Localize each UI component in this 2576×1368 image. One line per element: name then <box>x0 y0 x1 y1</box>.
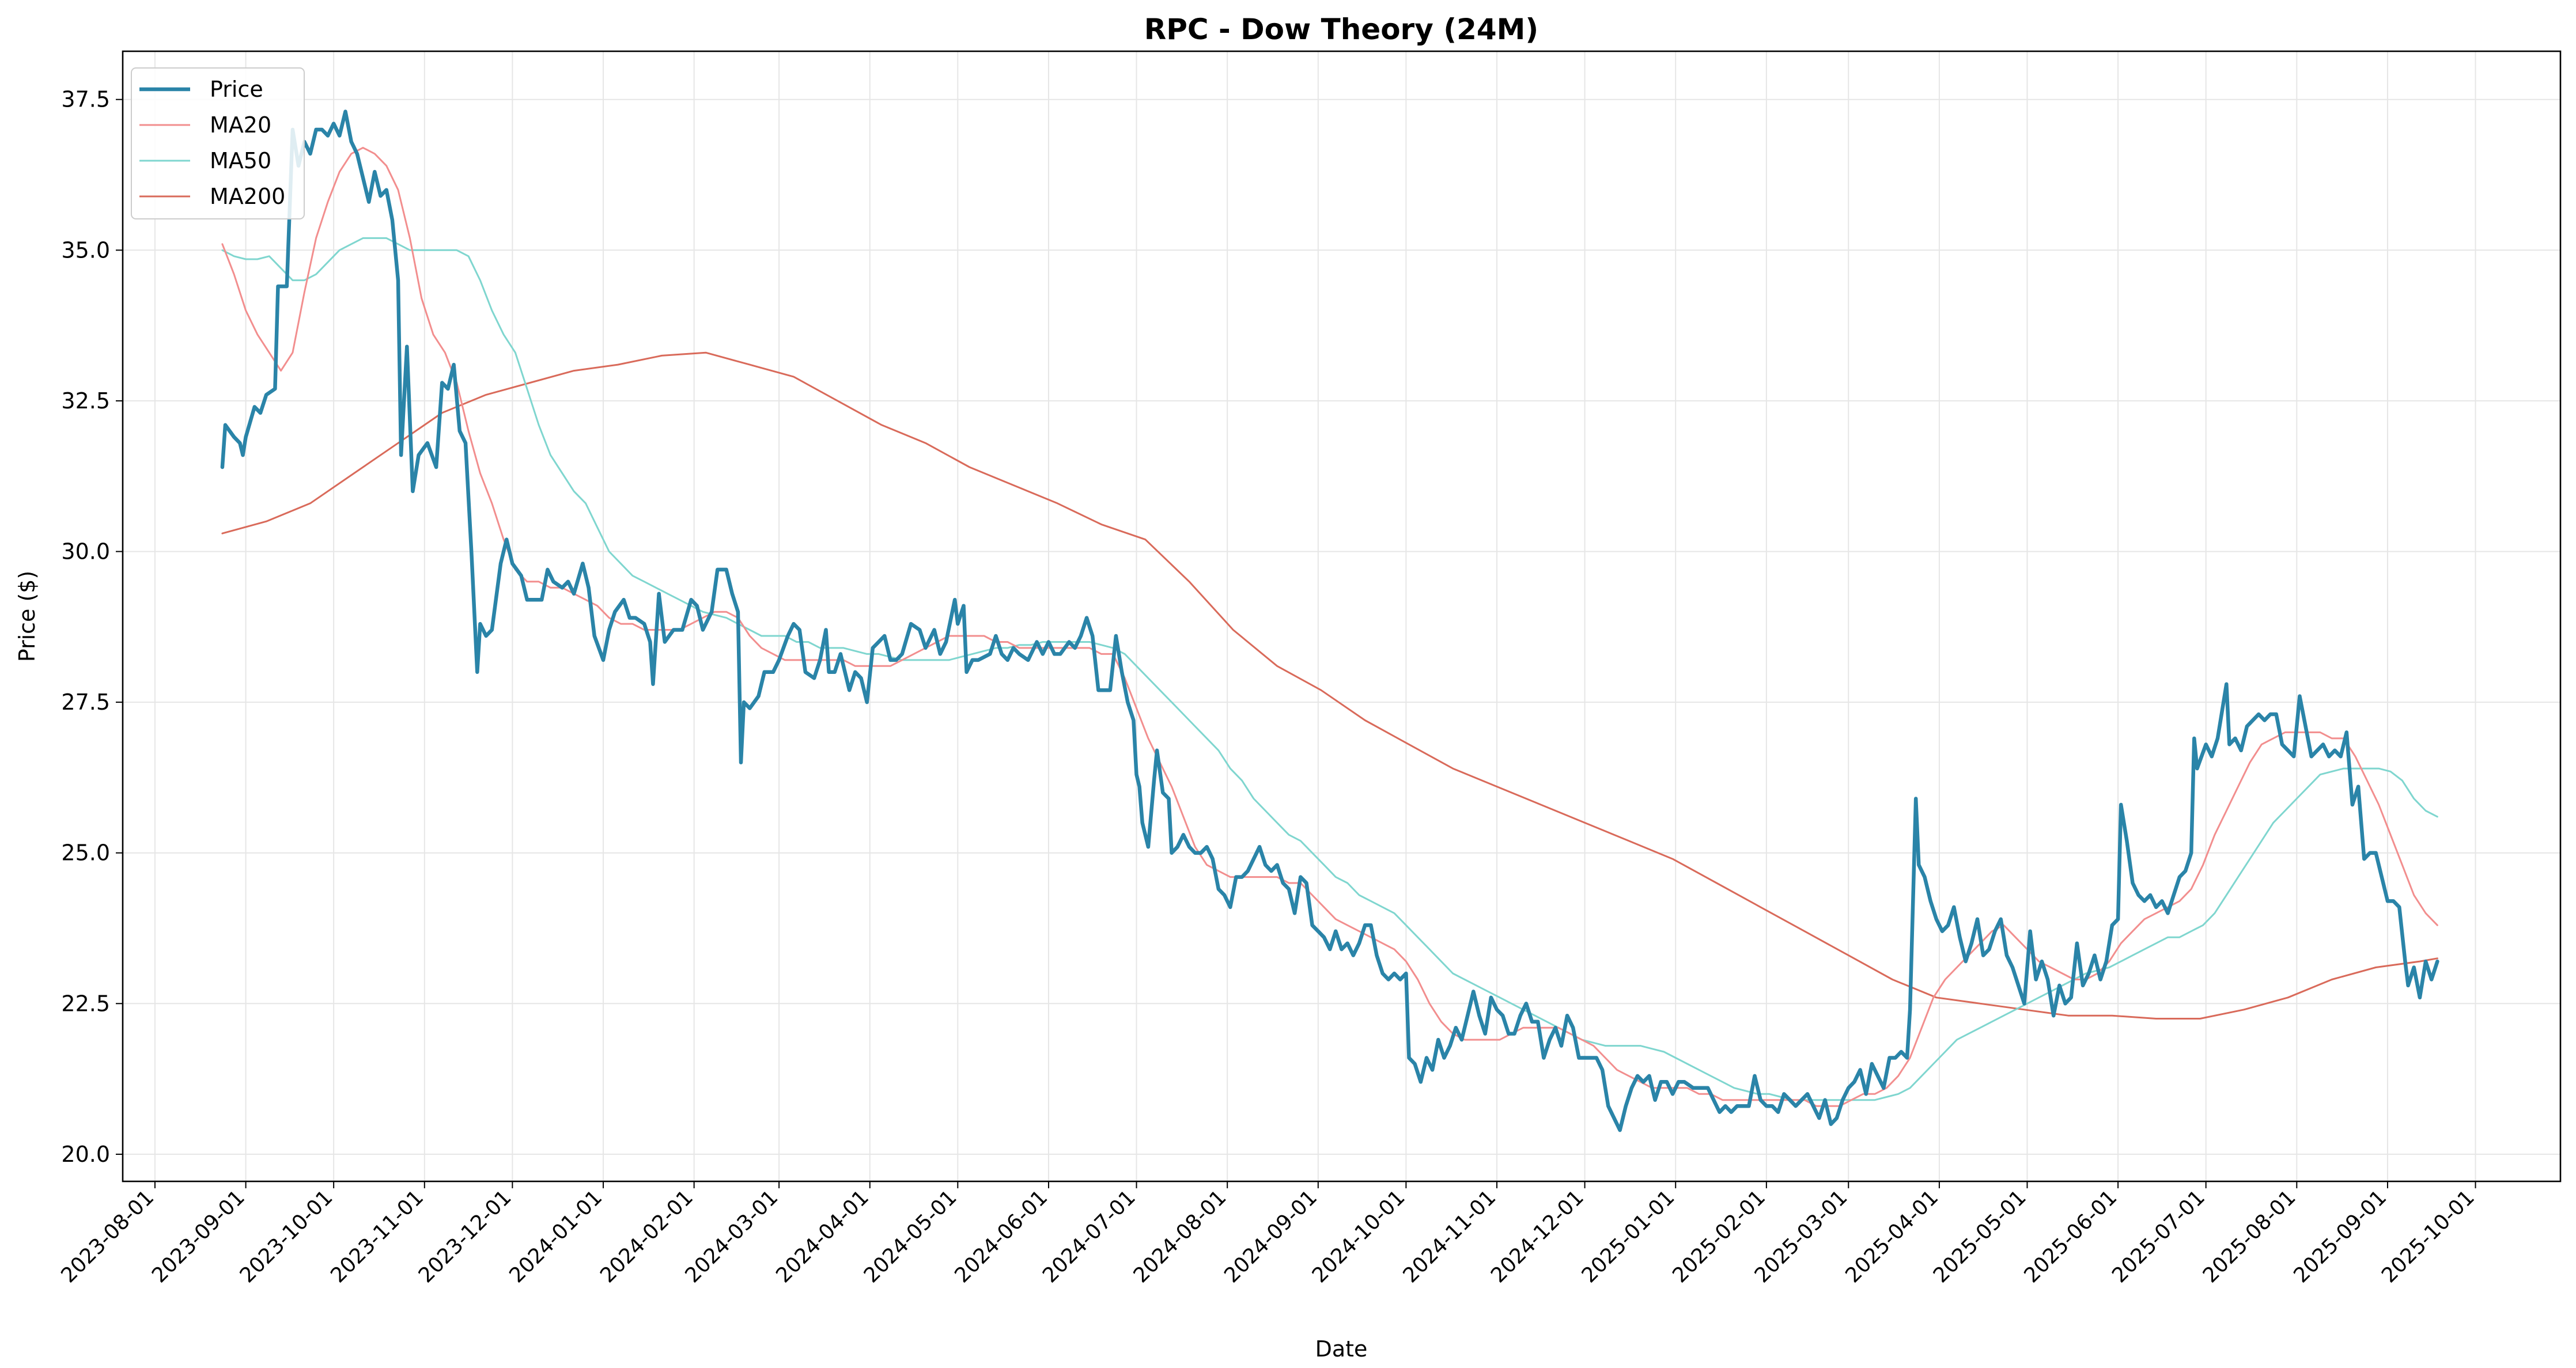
y-tick-label: 32.5 <box>61 388 110 414</box>
y-tick-label: 22.5 <box>61 991 110 1016</box>
y-tick-label: 37.5 <box>61 87 110 112</box>
legend-label-ma20: MA20 <box>210 112 271 138</box>
y-tick-label: 30.0 <box>61 539 110 564</box>
x-axis-label: Date <box>1315 1336 1368 1362</box>
y-tick-label: 20.0 <box>61 1142 110 1167</box>
plot-area-frame <box>122 50 2562 1183</box>
y-tick-label: 25.0 <box>61 840 110 866</box>
y-tick-label: 35.0 <box>61 237 110 263</box>
legend-label-ma50: MA50 <box>210 148 271 173</box>
y-tick-label: 27.5 <box>61 689 110 715</box>
series-line-ma50 <box>221 237 2438 1101</box>
series-line-price <box>220 109 2439 1132</box>
series-line-ma200 <box>221 351 2438 1020</box>
series-lines <box>220 109 2439 1132</box>
y-axis-label: Price ($) <box>14 571 40 662</box>
legend: Price MA20 MA50 MA200 <box>131 67 305 219</box>
legend-label-ma200: MA200 <box>210 184 285 209</box>
legend-box <box>131 67 305 219</box>
legend-label-price: Price <box>210 77 263 102</box>
grid-lines <box>123 51 2560 1181</box>
chart-title: RPC - Dow Theory (24M) <box>1144 13 1539 46</box>
y-axis: 20.0 22.5 25.0 27.5 30.0 32.5 35.0 37.5 <box>61 87 123 1167</box>
